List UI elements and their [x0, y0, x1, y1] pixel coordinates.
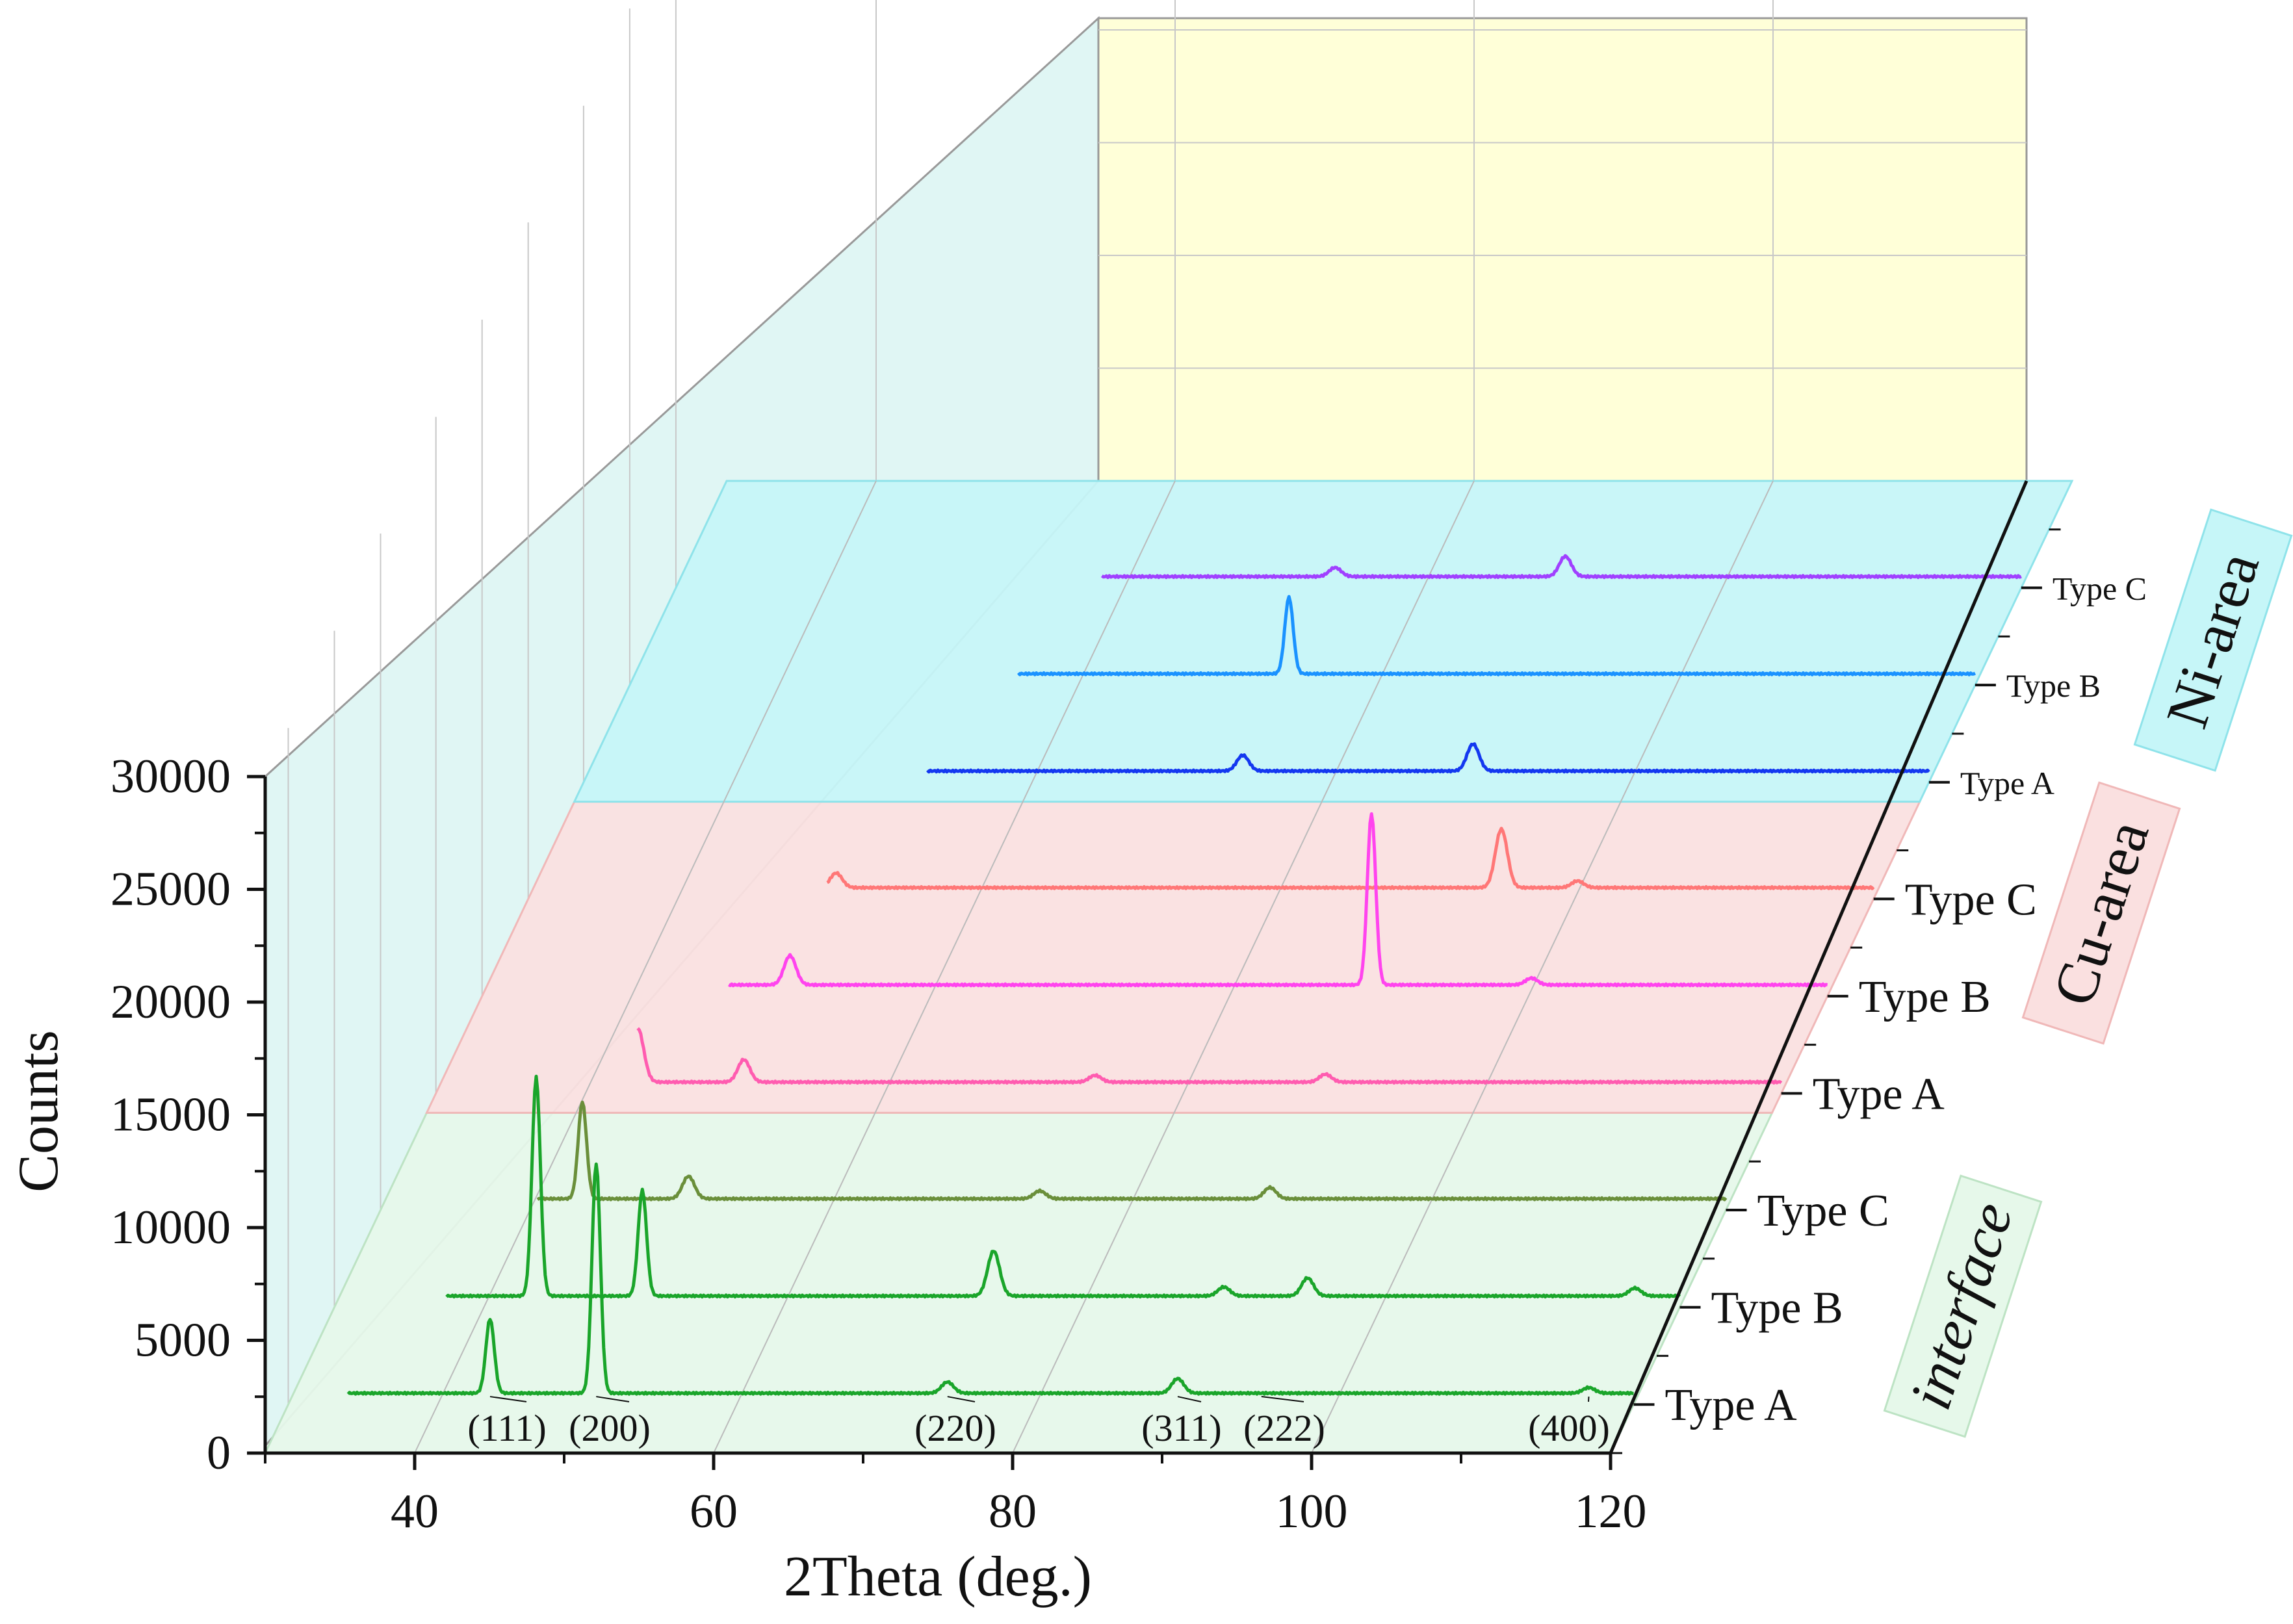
y-tick-label: 10000	[110, 1201, 231, 1254]
x-tick-label: 80	[989, 1485, 1037, 1538]
region-label-interface: interface	[1883, 1174, 2043, 1438]
depth-tick-label: Type B	[2006, 667, 2101, 704]
y-tick-label: 20000	[110, 975, 231, 1029]
x-tick-label: 40	[391, 1485, 439, 1538]
annotation-leader	[596, 1396, 630, 1402]
y-tick-label: 30000	[110, 750, 231, 803]
series-traces	[346, 554, 2022, 1396]
y-tick-label: 0	[207, 1426, 231, 1480]
miller-index-label: (400)	[1528, 1407, 1610, 1449]
series-line-interface-type-c	[536, 1100, 1728, 1202]
miller-index-label: (311)	[1141, 1407, 1221, 1449]
series-line-ni-area-type-a	[926, 742, 1930, 774]
region-label-cu-area-box	[2021, 781, 2181, 1045]
x-axis-title: 2Theta (deg.)	[784, 1545, 1092, 1608]
depth-tick-label: Type A	[1665, 1380, 1798, 1430]
annotation-leader	[489, 1396, 527, 1402]
miller-index-label: (111)	[467, 1407, 546, 1449]
series-line-ni-area-type-b	[1017, 595, 1976, 677]
depth-tick-label: Type A	[1960, 765, 2054, 801]
floor-panel-ni-area	[573, 480, 2074, 803]
x-tick-label: 120	[1575, 1485, 1647, 1538]
y-tick-label: 25000	[110, 863, 231, 916]
wall-gridlines	[287, 0, 2027, 1405]
region-label-ni-area: Ni-area	[2133, 508, 2293, 772]
series-line-cu-area-type-b	[728, 812, 1828, 988]
depth-tick-label: Type C	[2053, 571, 2147, 607]
miller-index-label: (220)	[914, 1407, 996, 1449]
depth-tick-label: Type B	[1859, 972, 1991, 1022]
annotation-leader	[947, 1396, 976, 1402]
back-wall	[1097, 17, 2028, 482]
miller-index-label: (222)	[1243, 1407, 1325, 1449]
floor-gridline	[1012, 480, 1475, 1454]
series-line-cu-area-type-a	[636, 1027, 1783, 1085]
floor-gridline	[713, 480, 1176, 1454]
x-axis-ticks: 40 60 80 100 120	[264, 1453, 1647, 1538]
annotation-leader	[1177, 1396, 1202, 1402]
series-line-cu-area-type-c	[826, 827, 1875, 890]
x-tick-label: 60	[690, 1485, 738, 1538]
depth-axis-ticks: Type A Type B Type C Type A Type B Type C Type…	[1611, 528, 2147, 1454]
miller-index-label: (200)	[569, 1407, 651, 1449]
y-axis-ticks: 0 5000 10000 15000 20000 25000 30000	[110, 750, 265, 1480]
region-label-cu-area: Cu-area	[2021, 781, 2181, 1045]
peak-annotations: (111) (200) (220) (311) (222) (400)	[467, 1396, 1610, 1449]
series-line-interface-type-a	[346, 1162, 1634, 1396]
depth-tick-label: Type C	[1905, 875, 2037, 925]
y-tick-label: 15000	[110, 1089, 231, 1142]
depth-axis-line	[1609, 480, 2028, 1454]
region-label-ni-area-box	[2133, 508, 2293, 772]
x-tick-label: 100	[1276, 1485, 1348, 1538]
depth-tick-label: Type B	[1711, 1283, 1843, 1334]
y-axis-title: Counts	[7, 1030, 70, 1192]
floor-gridline	[414, 480, 877, 1454]
region-label-interface-box	[1883, 1174, 2043, 1438]
depth-tick-label: Type C	[1757, 1186, 1889, 1236]
depth-tick-label: Type A	[1813, 1069, 1945, 1119]
floor-gridlines	[414, 480, 1774, 1454]
annotation-leader	[1261, 1396, 1304, 1402]
series-line-ni-area-type-c	[1100, 554, 2022, 580]
series-line-interface-type-b	[445, 1074, 1681, 1299]
y-tick-label: 5000	[135, 1314, 231, 1367]
floor-gridline	[1311, 480, 1774, 1454]
floor-panel-interface	[263, 1111, 1774, 1454]
annotation-leader	[1588, 1396, 1590, 1402]
